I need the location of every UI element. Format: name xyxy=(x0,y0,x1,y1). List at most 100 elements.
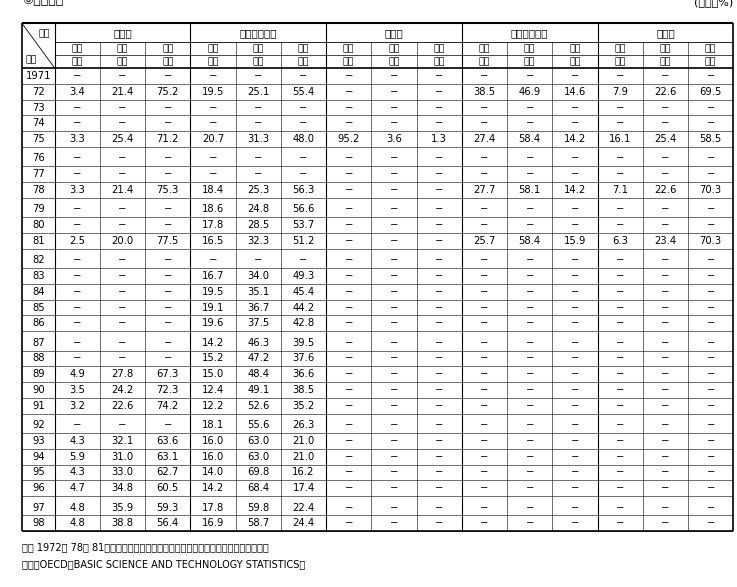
Text: −: − xyxy=(73,153,82,163)
Text: 開発: 開発 xyxy=(705,44,716,53)
Text: 研究: 研究 xyxy=(524,57,536,66)
Text: −: − xyxy=(616,451,624,462)
Text: 21.0: 21.0 xyxy=(293,451,315,462)
Text: 年度: 年度 xyxy=(26,56,37,65)
Text: 37.5: 37.5 xyxy=(247,318,270,328)
Text: −: − xyxy=(570,483,579,493)
Text: −: − xyxy=(164,318,172,328)
Text: 6.3: 6.3 xyxy=(612,236,628,246)
Text: 4.8: 4.8 xyxy=(69,518,85,528)
Text: −: − xyxy=(707,518,715,528)
Text: 77.5: 77.5 xyxy=(156,236,179,246)
Text: 23.4: 23.4 xyxy=(654,236,677,246)
Text: −: − xyxy=(390,153,398,163)
Text: −: − xyxy=(345,287,353,297)
Text: −: − xyxy=(435,236,444,246)
Text: −: − xyxy=(616,255,624,265)
Text: 7.9: 7.9 xyxy=(612,87,628,97)
Text: −: − xyxy=(435,518,444,528)
Text: 15.2: 15.2 xyxy=(202,353,224,363)
Text: −: − xyxy=(345,153,353,163)
Text: −: − xyxy=(570,119,579,129)
Text: 14.2: 14.2 xyxy=(202,338,224,348)
Text: −: − xyxy=(345,220,353,230)
Text: −: − xyxy=(119,119,127,129)
Text: 42.8: 42.8 xyxy=(293,318,315,328)
Text: 56.4: 56.4 xyxy=(157,518,179,528)
Text: 14.2: 14.2 xyxy=(202,483,224,493)
Text: −: − xyxy=(119,204,127,214)
Text: 3.4: 3.4 xyxy=(69,87,85,97)
Text: 基礎: 基礎 xyxy=(71,44,83,53)
Text: −: − xyxy=(435,318,444,328)
Text: −: − xyxy=(390,318,398,328)
Text: 35.2: 35.2 xyxy=(293,401,315,411)
Text: −: − xyxy=(345,353,353,363)
Text: −: − xyxy=(661,119,670,129)
Text: 89: 89 xyxy=(32,369,45,379)
Text: −: − xyxy=(164,338,172,348)
Text: 4.3: 4.3 xyxy=(69,436,85,446)
Text: 基礎: 基礎 xyxy=(343,44,354,53)
Text: 3.2: 3.2 xyxy=(69,401,85,411)
Text: −: − xyxy=(661,451,670,462)
Text: −: − xyxy=(164,103,172,113)
Text: 20.7: 20.7 xyxy=(202,134,224,144)
Text: −: − xyxy=(345,87,353,97)
Text: 産　業: 産 業 xyxy=(113,28,132,38)
Text: −: − xyxy=(345,236,353,246)
Text: 16.7: 16.7 xyxy=(202,271,224,281)
Text: −: − xyxy=(616,401,624,411)
Text: 14.2: 14.2 xyxy=(564,134,586,144)
Text: 15.9: 15.9 xyxy=(564,236,586,246)
Text: −: − xyxy=(164,71,172,81)
Text: 民営研究機関: 民営研究機関 xyxy=(511,28,548,38)
Text: 3.3: 3.3 xyxy=(69,185,85,195)
Text: −: − xyxy=(164,119,172,129)
Text: −: − xyxy=(570,385,579,395)
Text: −: − xyxy=(616,271,624,281)
Text: 47.2: 47.2 xyxy=(247,353,270,363)
Text: 24.8: 24.8 xyxy=(247,204,269,214)
Text: −: − xyxy=(345,271,353,281)
Text: 49.3: 49.3 xyxy=(293,271,315,281)
Text: −: − xyxy=(661,169,670,179)
Text: −: − xyxy=(525,287,534,297)
Text: −: − xyxy=(481,287,489,297)
Text: −: − xyxy=(435,401,444,411)
Text: −: − xyxy=(390,353,398,363)
Text: −: − xyxy=(345,401,353,411)
Text: −: − xyxy=(390,103,398,113)
Text: −: − xyxy=(525,271,534,281)
Text: −: − xyxy=(390,502,398,512)
Text: −: − xyxy=(435,255,444,265)
Text: 46.9: 46.9 xyxy=(519,87,541,97)
Text: −: − xyxy=(525,71,534,81)
Text: −: − xyxy=(525,353,534,363)
Text: −: − xyxy=(299,255,308,265)
Text: 17.8: 17.8 xyxy=(202,220,224,230)
Text: 3.6: 3.6 xyxy=(386,134,402,144)
Text: 研究: 研究 xyxy=(705,57,716,66)
Text: 39.5: 39.5 xyxy=(293,338,315,348)
Text: 32.1: 32.1 xyxy=(111,436,133,446)
Text: −: − xyxy=(73,338,82,348)
Text: 16.1: 16.1 xyxy=(609,134,632,144)
Text: −: − xyxy=(390,287,398,297)
Text: −: − xyxy=(254,119,262,129)
Text: −: − xyxy=(481,103,489,113)
Text: 82: 82 xyxy=(32,255,45,265)
Text: 4.7: 4.7 xyxy=(69,483,85,493)
Text: 81: 81 xyxy=(32,236,45,246)
Text: 22.6: 22.6 xyxy=(654,185,677,195)
Text: 16.5: 16.5 xyxy=(202,236,224,246)
Text: −: − xyxy=(345,420,353,430)
Text: 34.0: 34.0 xyxy=(248,271,269,281)
Text: 80: 80 xyxy=(32,220,45,230)
Text: −: − xyxy=(119,255,127,265)
Text: 12.4: 12.4 xyxy=(202,385,224,395)
Text: 58.4: 58.4 xyxy=(519,236,541,246)
Text: −: − xyxy=(481,220,489,230)
Text: 22.4: 22.4 xyxy=(293,502,315,512)
Text: −: − xyxy=(299,119,308,129)
